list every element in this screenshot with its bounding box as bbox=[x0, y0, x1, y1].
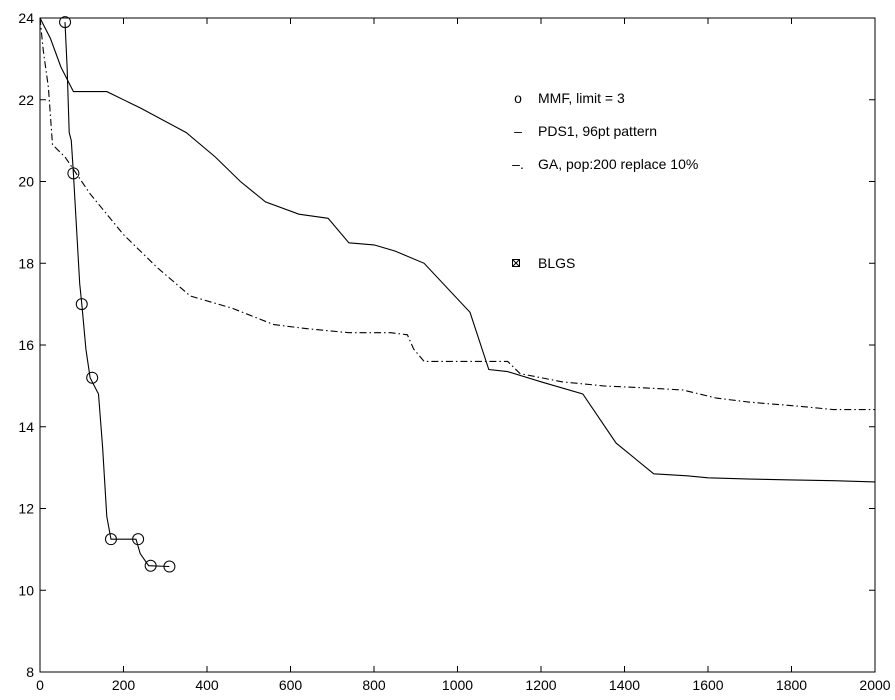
mmf-series-line bbox=[64, 22, 170, 568]
legend: o MMF, limit = 3 – PDS1, 96pt pattern –. GA, … bbox=[512, 90, 698, 271]
mmf-data-point bbox=[104, 533, 117, 546]
blgs-legend-marker bbox=[512, 259, 520, 267]
axes bbox=[39, 17, 876, 673]
legend-label: BLGS bbox=[538, 255, 575, 271]
x-tick-label: 2000 bbox=[859, 677, 890, 693]
legend-label: GA, pop:200 replace 10% bbox=[538, 156, 698, 172]
y-tick-label: 14 bbox=[18, 419, 34, 435]
plot-area bbox=[40, 16, 875, 573]
x-tick-label: 800 bbox=[362, 677, 386, 693]
x-tick-label: 1000 bbox=[442, 677, 473, 693]
mmf-data-point bbox=[144, 559, 157, 572]
x-tick-label: 1200 bbox=[525, 677, 556, 693]
blgs-marker-box bbox=[512, 259, 520, 267]
y-tick-label: 12 bbox=[18, 501, 34, 517]
y-tick-label: 16 bbox=[18, 337, 34, 353]
x-tick-label: 400 bbox=[195, 677, 219, 693]
x-tick-label: 1400 bbox=[609, 677, 640, 693]
x-tick-label: 1800 bbox=[776, 677, 807, 693]
x-tick-label: 200 bbox=[112, 677, 136, 693]
mmf-data-point bbox=[67, 167, 80, 180]
x-tick-label: 0 bbox=[36, 677, 44, 693]
mmf-data-point bbox=[132, 533, 145, 546]
legend-label: MMF, limit = 3 bbox=[538, 90, 625, 106]
legend-symbol: – bbox=[514, 123, 522, 139]
y-tick-label: 18 bbox=[18, 255, 34, 271]
legend-symbol: o bbox=[514, 90, 522, 106]
y-tick-label: 8 bbox=[26, 664, 34, 680]
blgs-marker-diagonal bbox=[512, 259, 520, 267]
y-tick-label: 24 bbox=[18, 10, 34, 26]
mmf-data-point bbox=[163, 560, 176, 573]
y-tick-label: 20 bbox=[18, 174, 34, 190]
y-axis-ticks: 8 10 12 14 16 18 20 22 24 bbox=[18, 10, 875, 680]
legend-label: PDS1, 96pt pattern bbox=[538, 123, 657, 139]
y-tick-label: 22 bbox=[18, 92, 34, 108]
ga-series-line bbox=[40, 17, 875, 411]
y-tick-label: 10 bbox=[18, 582, 34, 598]
pds1-series-line bbox=[40, 17, 875, 483]
mmf-data-point bbox=[59, 16, 72, 29]
mmf-data-point bbox=[86, 371, 99, 384]
legend-symbol: –. bbox=[512, 156, 524, 172]
x-tick-label: 1600 bbox=[692, 677, 723, 693]
x-tick-label: 600 bbox=[279, 677, 303, 693]
plot-frame bbox=[39, 17, 876, 673]
mmf-data-point bbox=[75, 298, 88, 311]
x-axis-ticks: 0 200 400 600 800 1000 1200 1400 1600 1800 2000 bbox=[36, 18, 891, 693]
